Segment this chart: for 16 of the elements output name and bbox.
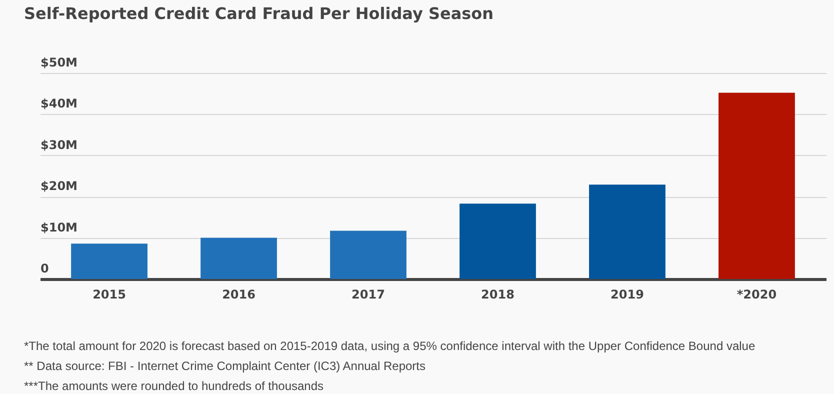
x-tick-label: 2016 xyxy=(222,288,256,302)
text: ** Data source: FBI - Internet Crime Complaint Center (IC3) Annual Reports xyxy=(24,358,426,375)
y-tick-label: 0 xyxy=(40,262,49,276)
text: ***The amounts were rounded to hundreds of thousands xyxy=(24,378,325,394)
chart-title: Self-Reported Credit Card Fraud Per Holiday Season xyxy=(24,4,494,23)
y-tick-label: $40M xyxy=(40,96,78,111)
x-tick-label: 2015 xyxy=(92,288,126,302)
y-tick-label: $10M xyxy=(40,220,78,234)
x-tick-label: 2017 xyxy=(352,288,385,302)
y-tick-label: $50M xyxy=(40,56,78,70)
text: *The total amount for 2020 is forecast based on 2015-2019 data, using a 95% confidence interval with the Upper Confidence Bound value xyxy=(24,338,756,355)
x-tick-label: *2020 xyxy=(736,288,777,302)
x-tick-label: 2019 xyxy=(610,288,644,302)
y-tick-label: $30M xyxy=(40,138,78,152)
y-tick-label: $20M xyxy=(40,179,78,194)
x-tick-label: 2018 xyxy=(481,288,514,302)
